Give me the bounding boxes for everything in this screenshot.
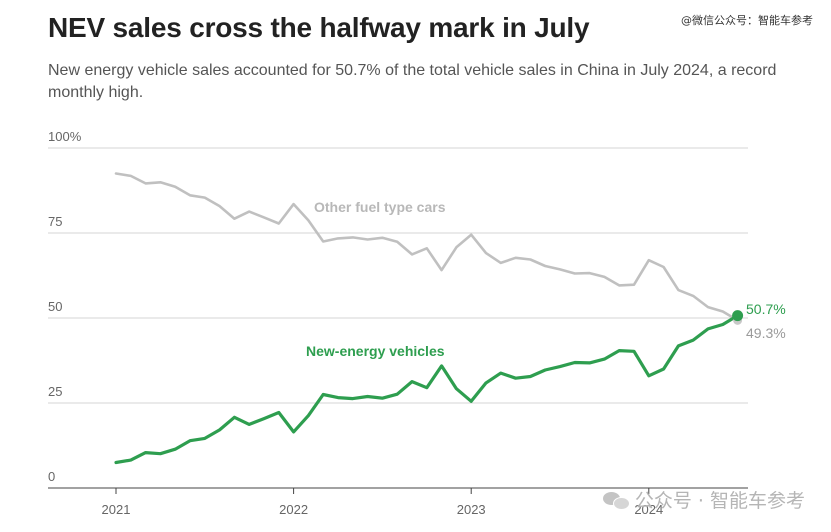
end-marker-nev (732, 310, 744, 322)
chart-subtitle: New energy vehicle sales accounted for 5… (48, 62, 777, 101)
y-tick-label: 100% (48, 129, 82, 144)
watermark-top: @微信公众号：智能车参考 (681, 14, 813, 27)
y-tick-label: 25 (48, 384, 62, 399)
y-tick-label: 50 (48, 299, 62, 314)
end-label-nev: 50.7% (746, 301, 786, 317)
y-tick-label: 0 (48, 469, 55, 484)
x-axis: 2021 2022 2023 2024 (102, 488, 663, 517)
x-tick-label: 2021 (102, 502, 131, 517)
series-lines (114, 172, 740, 465)
watermark-bottom-text: 公众号 · 智能车参考 (634, 490, 805, 512)
x-tick-label: 2022 (279, 502, 308, 517)
gridlines (48, 147, 748, 489)
x-tick-label: 2023 (457, 502, 486, 517)
series-label-other: Other fuel type cars (314, 199, 446, 215)
wechat-icon (602, 490, 630, 510)
series-label-nev: New-energy vehicles (306, 343, 445, 359)
end-label-other: 49.3% (746, 325, 786, 341)
x-tick-label: 2024 (634, 502, 663, 517)
watermark-bottom: 公众号 · 智能车参考 (602, 486, 805, 513)
y-axis-ticks: 0 25 50 75 100% (48, 129, 82, 484)
y-tick-label: 75 (48, 214, 62, 229)
end-markers (732, 310, 744, 325)
series-line-other (114, 172, 739, 322)
series-line-nev (114, 314, 740, 465)
chart-title: NEV sales cross the halfway mark in July (48, 12, 590, 43)
